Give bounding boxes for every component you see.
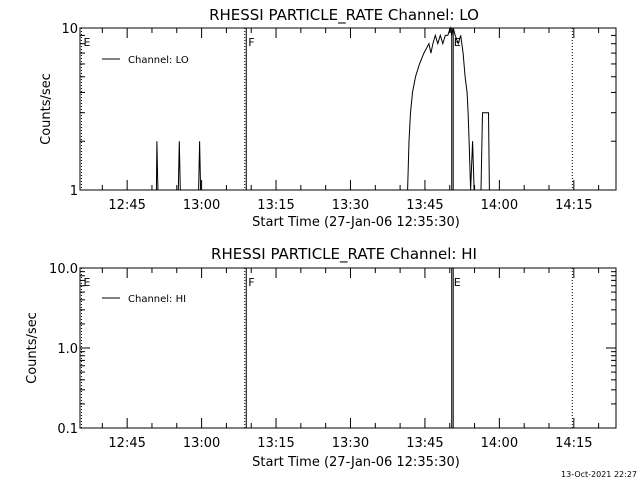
x-tick-label: 13:15 [257, 436, 294, 451]
event-marker-label: E [454, 36, 461, 49]
x-tick-label: 14:00 [481, 198, 518, 213]
x-tick-label: 13:00 [183, 436, 220, 451]
y-tick-label: 0.1 [57, 422, 78, 437]
x-tick-label: 13:30 [332, 436, 369, 451]
event-marker-label: E [454, 276, 461, 289]
y-axis-label: Counts/sec [25, 312, 40, 384]
x-tick-label: 13:15 [257, 198, 294, 213]
x-tick-label: 14:15 [555, 198, 592, 213]
x-tick-label: 14:00 [481, 436, 518, 451]
x-tick-label: 12:45 [108, 436, 145, 451]
x-tick-label: 13:30 [332, 198, 369, 213]
y-tick-label: 1 [70, 184, 78, 199]
event-marker-label: E [83, 36, 90, 49]
legend-entry: Channel: LO [128, 55, 189, 66]
x-tick-label: 13:45 [406, 436, 443, 451]
y-axis-label: Counts/sec [39, 73, 54, 145]
plot-frame [79, 267, 617, 429]
x-tick-label: 13:00 [183, 198, 220, 213]
y-tick-label: 10.0 [49, 262, 78, 277]
chart-title: RHESSI PARTICLE_RATE Channel: HI [211, 245, 477, 264]
legend-entry: Channel: HI [128, 294, 186, 305]
x-tick-label: 12:45 [108, 198, 145, 213]
y-tick-label: 1.0 [57, 342, 78, 357]
x-axis-label: Start Time (27-Jan-06 12:35:30) [252, 455, 460, 470]
x-tick-label: 13:45 [406, 198, 443, 213]
footer-timestamp: 13-Oct-2021 22:27 [561, 470, 637, 479]
event-marker-label: E [83, 276, 90, 289]
x-tick-label: 14:15 [555, 436, 592, 451]
chart-title: RHESSI PARTICLE_RATE Channel: LO [209, 6, 479, 25]
series-line [80, 26, 495, 191]
event-marker-label: F [248, 276, 254, 289]
y-tick-label: 10 [61, 22, 78, 37]
event-marker-label: F [248, 36, 254, 49]
plot-frame [79, 27, 617, 191]
x-axis-label: Start Time (27-Jan-06 12:35:30) [252, 215, 460, 230]
